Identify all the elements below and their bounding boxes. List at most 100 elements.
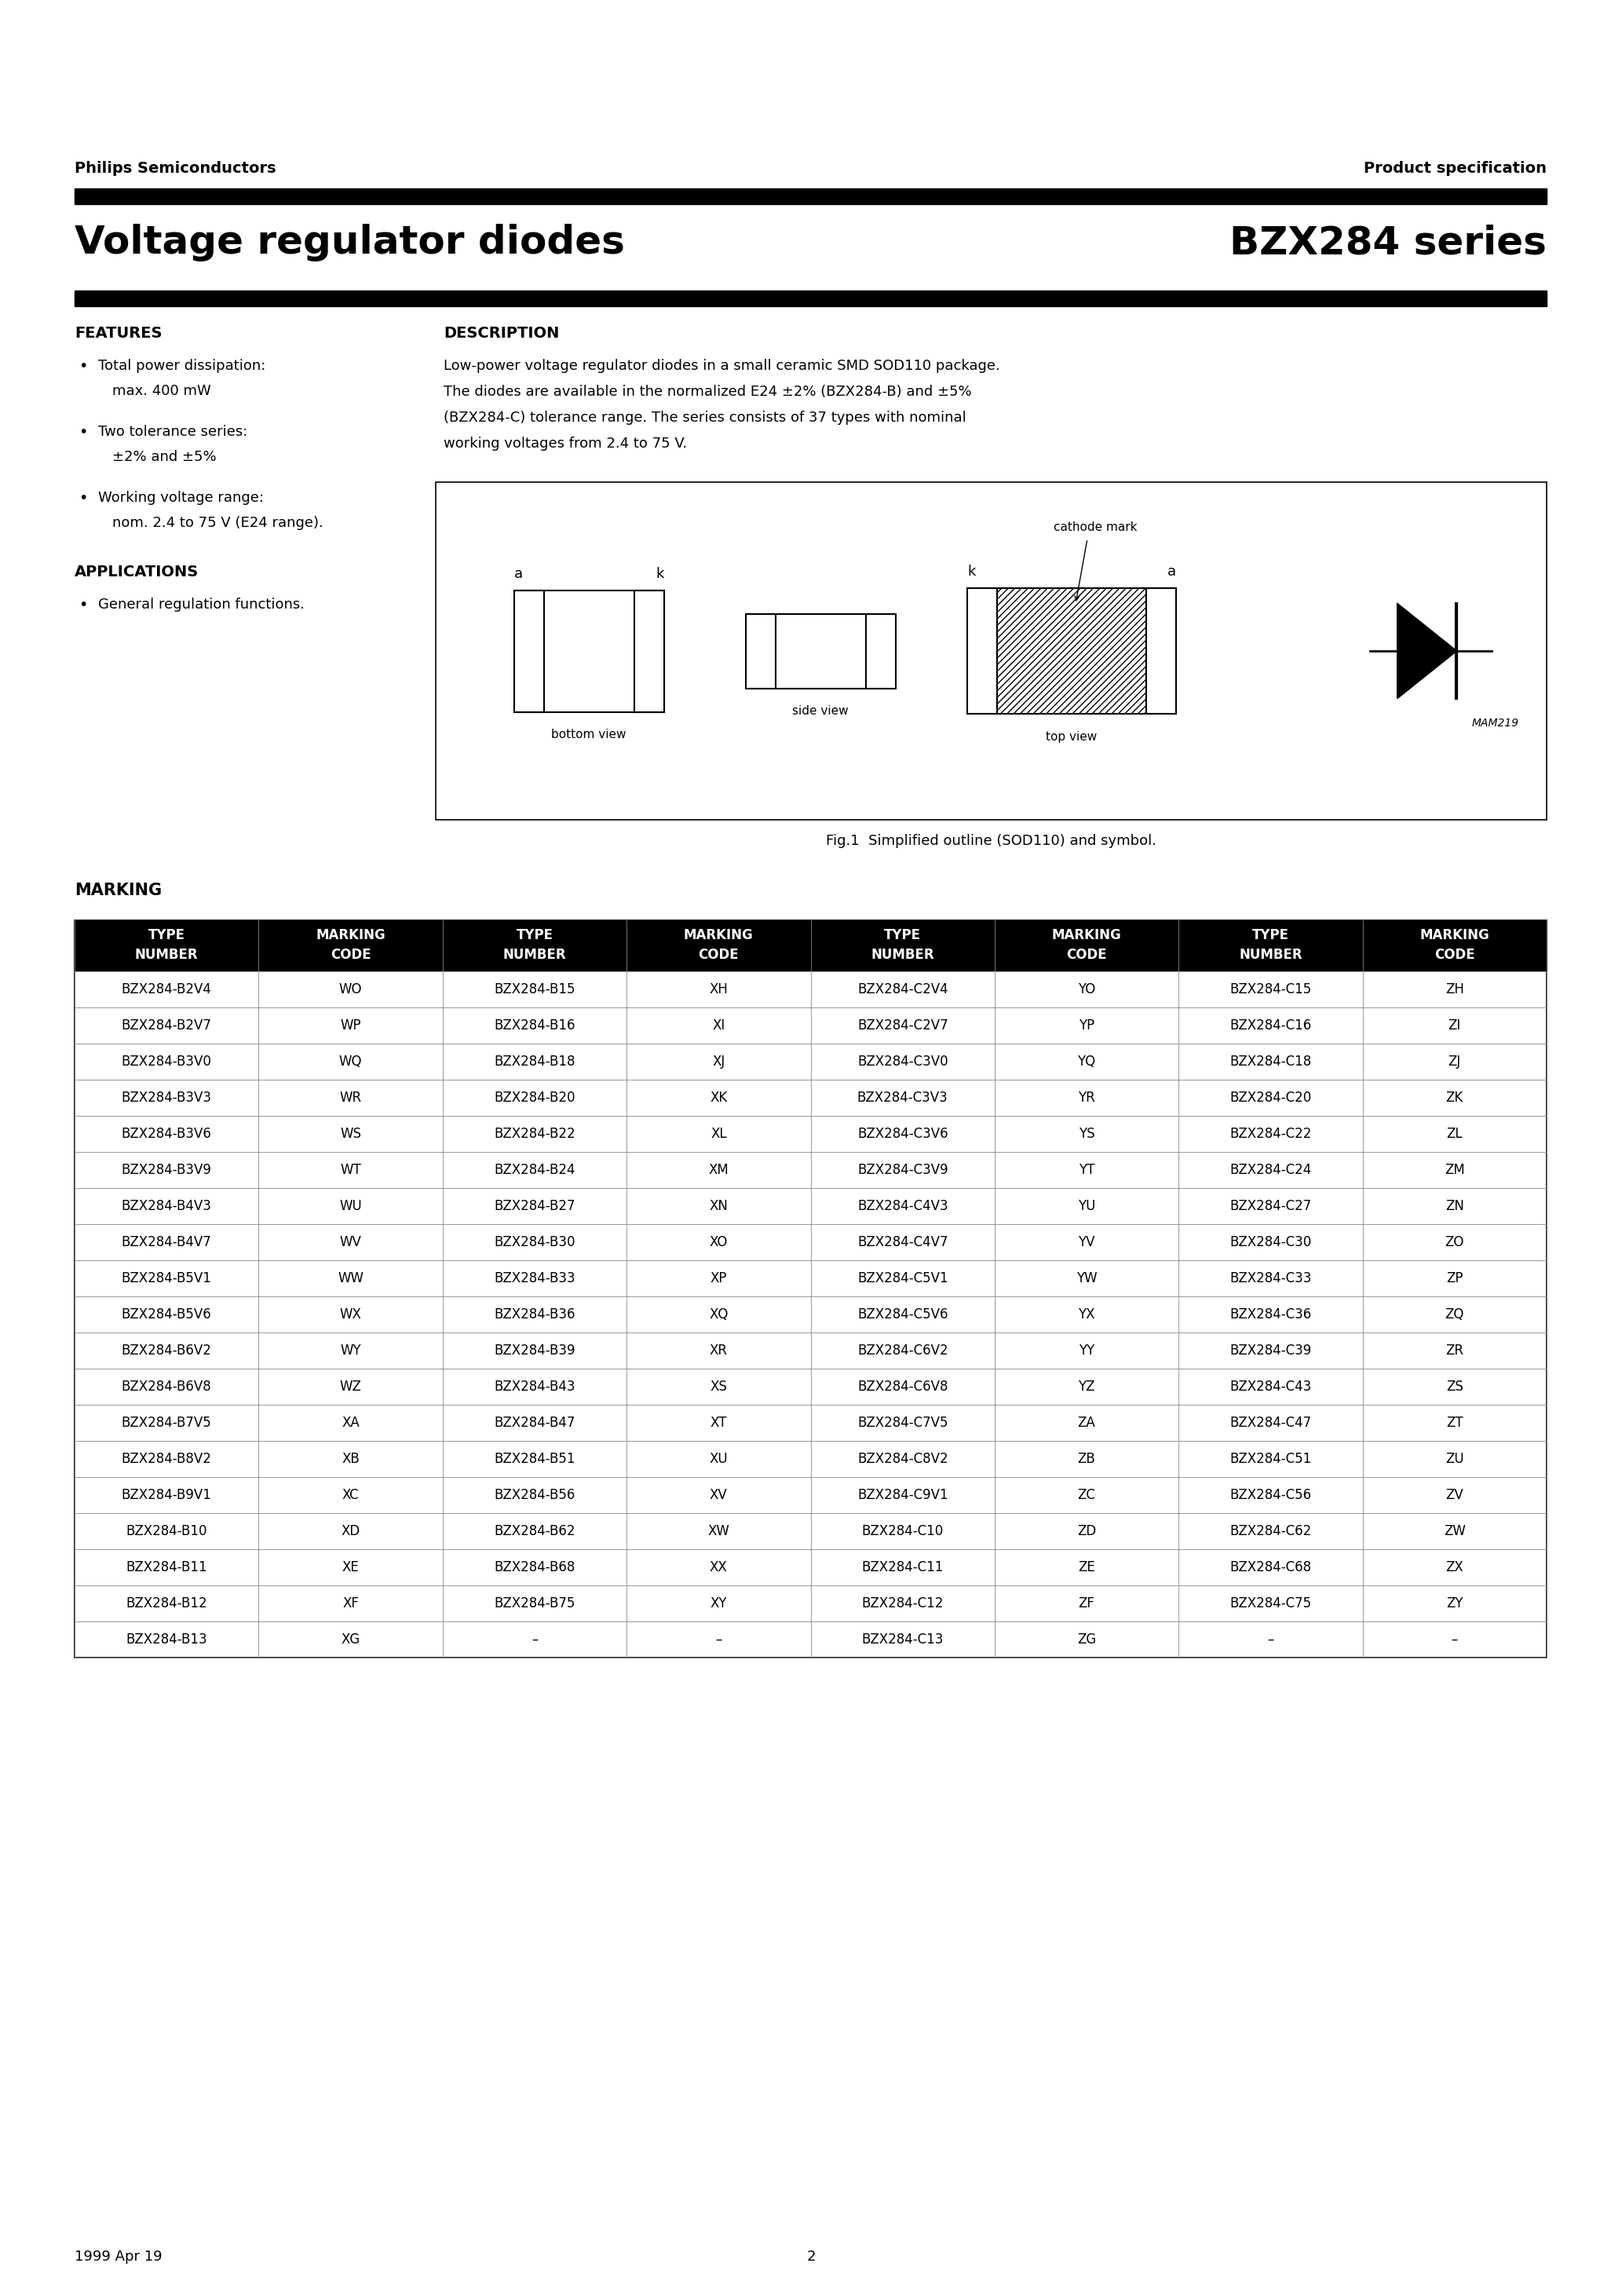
Text: BZX284-B2V4: BZX284-B2V4 — [122, 983, 212, 996]
Text: BZX284-B27: BZX284-B27 — [495, 1199, 576, 1212]
Text: a: a — [514, 567, 522, 581]
Text: MARKING: MARKING — [1051, 928, 1121, 941]
Text: top view: top view — [1046, 730, 1096, 744]
Text: XG: XG — [341, 1632, 360, 1646]
Bar — [75, 1550, 1547, 1584]
Text: ZV: ZV — [1445, 1488, 1463, 1502]
Text: BZX284-B13: BZX284-B13 — [127, 1632, 208, 1646]
Text: WP: WP — [341, 1019, 362, 1033]
Text: BZX284 series: BZX284 series — [1229, 223, 1547, 262]
Bar — [75, 1008, 1547, 1045]
Text: BZX284-C7V5: BZX284-C7V5 — [858, 1417, 947, 1430]
Text: YO: YO — [1079, 983, 1095, 996]
Text: TYPE: TYPE — [148, 928, 185, 941]
Text: BZX284-B15: BZX284-B15 — [495, 983, 576, 996]
Bar — [436, 482, 1547, 820]
Text: BZX284-B3V9: BZX284-B3V9 — [122, 1162, 212, 1178]
Text: •: • — [78, 597, 88, 613]
Text: BZX284-B9V1: BZX284-B9V1 — [122, 1488, 212, 1502]
Bar — [75, 1368, 1547, 1405]
Bar — [75, 1584, 1547, 1621]
Bar — [75, 1405, 1547, 1442]
Text: XK: XK — [710, 1091, 727, 1104]
Text: DESCRIPTION: DESCRIPTION — [443, 326, 560, 340]
Text: BZX284-C6V2: BZX284-C6V2 — [856, 1343, 947, 1357]
Text: ZD: ZD — [1077, 1525, 1096, 1538]
Text: XU: XU — [709, 1451, 728, 1467]
Bar — [75, 1513, 1547, 1550]
Bar — [866, 613, 895, 689]
Bar — [75, 188, 1547, 204]
Text: ZF: ZF — [1079, 1596, 1095, 1609]
Text: ZR: ZR — [1445, 1343, 1463, 1357]
Bar — [746, 613, 775, 689]
Text: ZU: ZU — [1445, 1451, 1465, 1467]
Text: BZX284-C56: BZX284-C56 — [1229, 1488, 1312, 1502]
Text: •: • — [78, 358, 88, 374]
Bar — [75, 921, 1547, 1658]
Text: BZX284-C16: BZX284-C16 — [1229, 1019, 1312, 1033]
Text: BZX284-B56: BZX284-B56 — [495, 1488, 576, 1502]
Bar — [998, 588, 1147, 714]
Text: BZX284-B6V2: BZX284-B6V2 — [122, 1343, 212, 1357]
Text: working voltages from 2.4 to 75 V.: working voltages from 2.4 to 75 V. — [443, 436, 688, 450]
Text: side view: side view — [792, 705, 848, 716]
Bar — [75, 1442, 1547, 1476]
Text: ZB: ZB — [1077, 1451, 1095, 1467]
Bar — [75, 1261, 1547, 1297]
Text: ZY: ZY — [1447, 1596, 1463, 1609]
Bar — [543, 590, 634, 712]
Text: BZX284-B33: BZX284-B33 — [495, 1272, 576, 1286]
Text: BZX284-C51: BZX284-C51 — [1229, 1451, 1312, 1467]
Text: XE: XE — [342, 1561, 358, 1575]
Text: BZX284-C4V3: BZX284-C4V3 — [856, 1199, 947, 1212]
Text: cathode mark: cathode mark — [1053, 521, 1137, 533]
Bar — [75, 1045, 1547, 1079]
Text: BZX284-B12: BZX284-B12 — [127, 1596, 208, 1609]
Text: Voltage regulator diodes: Voltage regulator diodes — [75, 223, 624, 262]
Text: BZX284-B39: BZX284-B39 — [495, 1343, 576, 1357]
Text: WR: WR — [339, 1091, 362, 1104]
Text: XM: XM — [709, 1162, 728, 1178]
Bar — [75, 1079, 1547, 1116]
Text: BZX284-C13: BZX284-C13 — [861, 1632, 944, 1646]
Text: XT: XT — [710, 1417, 727, 1430]
Text: BZX284-B47: BZX284-B47 — [495, 1417, 576, 1430]
Text: NUMBER: NUMBER — [871, 948, 934, 962]
Text: BZX284-C8V2: BZX284-C8V2 — [856, 1451, 947, 1467]
Text: Total power dissipation:: Total power dissipation: — [99, 358, 266, 372]
Text: NUMBER: NUMBER — [135, 948, 198, 962]
Text: XB: XB — [342, 1451, 360, 1467]
Text: –: – — [1452, 1632, 1458, 1646]
Text: NUMBER: NUMBER — [503, 948, 566, 962]
Text: WT: WT — [341, 1162, 362, 1178]
Bar — [75, 292, 1547, 305]
Text: BZX284-C5V1: BZX284-C5V1 — [856, 1272, 947, 1286]
Text: BZX284-B5V6: BZX284-B5V6 — [122, 1306, 211, 1322]
Text: BZX284-B3V0: BZX284-B3V0 — [122, 1054, 212, 1068]
Bar — [75, 971, 1547, 1008]
Text: ZI: ZI — [1448, 1019, 1461, 1033]
Text: BZX284-C4V7: BZX284-C4V7 — [858, 1235, 947, 1249]
Text: YQ: YQ — [1077, 1054, 1096, 1068]
Text: (BZX284-C) tolerance range. The series consists of 37 types with nominal: (BZX284-C) tolerance range. The series c… — [443, 411, 967, 425]
Text: ±2% and ±5%: ±2% and ±5% — [112, 450, 216, 464]
Text: BZX284-C68: BZX284-C68 — [1229, 1561, 1312, 1575]
Text: TYPE: TYPE — [516, 928, 553, 941]
Text: BZX284-B18: BZX284-B18 — [495, 1054, 576, 1068]
Text: BZX284-B6V8: BZX284-B6V8 — [122, 1380, 211, 1394]
Text: ZW: ZW — [1444, 1525, 1466, 1538]
Text: BZX284-C10: BZX284-C10 — [861, 1525, 944, 1538]
Text: NUMBER: NUMBER — [1239, 948, 1302, 962]
Text: BZX284-B7V5: BZX284-B7V5 — [122, 1417, 211, 1430]
Text: BZX284-C3V9: BZX284-C3V9 — [856, 1162, 947, 1178]
Text: ZP: ZP — [1447, 1272, 1463, 1286]
Text: MARKING: MARKING — [75, 882, 162, 898]
Text: XS: XS — [710, 1380, 727, 1394]
Text: BZX284-B16: BZX284-B16 — [495, 1019, 576, 1033]
Text: •: • — [78, 491, 88, 505]
Text: FEATURES: FEATURES — [75, 326, 162, 340]
Text: BZX284-C3V6: BZX284-C3V6 — [856, 1127, 947, 1141]
Text: ZJ: ZJ — [1448, 1054, 1461, 1068]
Text: Low-power voltage regulator diodes in a small ceramic SMD SOD110 package.: Low-power voltage regulator diodes in a … — [443, 358, 1001, 372]
